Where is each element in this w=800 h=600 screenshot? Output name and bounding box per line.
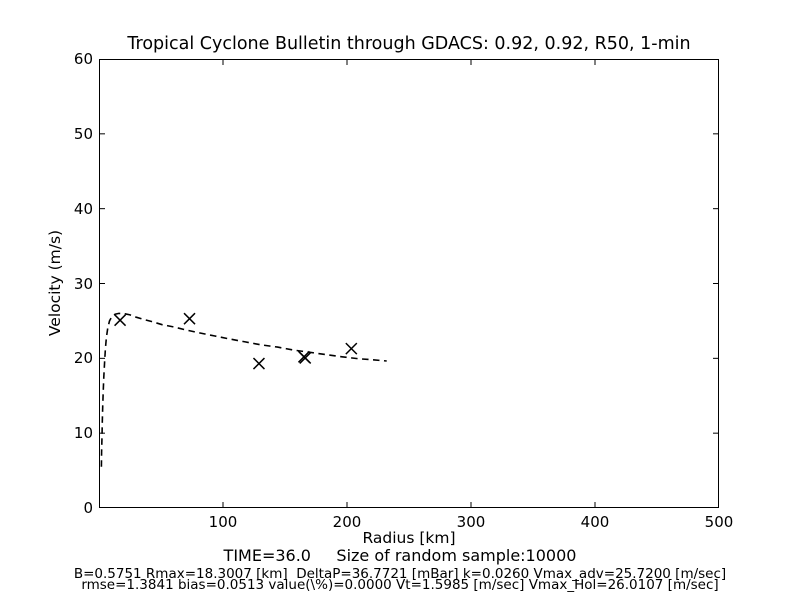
data-point-x-marker [252,357,265,370]
y-tick-label: 20 [73,349,93,368]
y-tick-label: 10 [73,424,93,443]
y-tick-label: 40 [73,199,93,218]
data-point-x-marker [114,314,127,327]
axes-frame [99,59,719,508]
data-point-x-marker [345,342,358,355]
data-point-x-marker [299,351,312,364]
y-tick-label: 60 [73,50,93,68]
plot-area [99,59,719,508]
y-tick-label: 50 [73,124,93,143]
x-tick-label: 500 [704,513,734,531]
x-tick-label: 200 [332,513,362,531]
footer-params-line2: rmse=1.3841 bias=0.0513 value(\%)=0.0000… [81,577,719,593]
x-tick-label: 300 [456,513,486,531]
footer-params-line1: B=0.5751 Rmax=18.3007 [km] DeltaP=36.772… [73,566,727,582]
y-tick-label: 0 [83,499,93,517]
fitted-profile-curve [100,312,387,467]
data-point-x-marker [183,312,196,325]
footer-time-sample: TIME=36.0 Size of random sample:10000 [223,546,577,565]
chart-title: Tropical Cyclone Bulletin through GDACS:… [127,34,691,54]
x-tick-label: 400 [580,513,610,531]
y-tick-label: 30 [73,274,93,293]
x-axis-label: Radius [km] [362,529,456,547]
x-tick-label: 100 [208,513,238,531]
